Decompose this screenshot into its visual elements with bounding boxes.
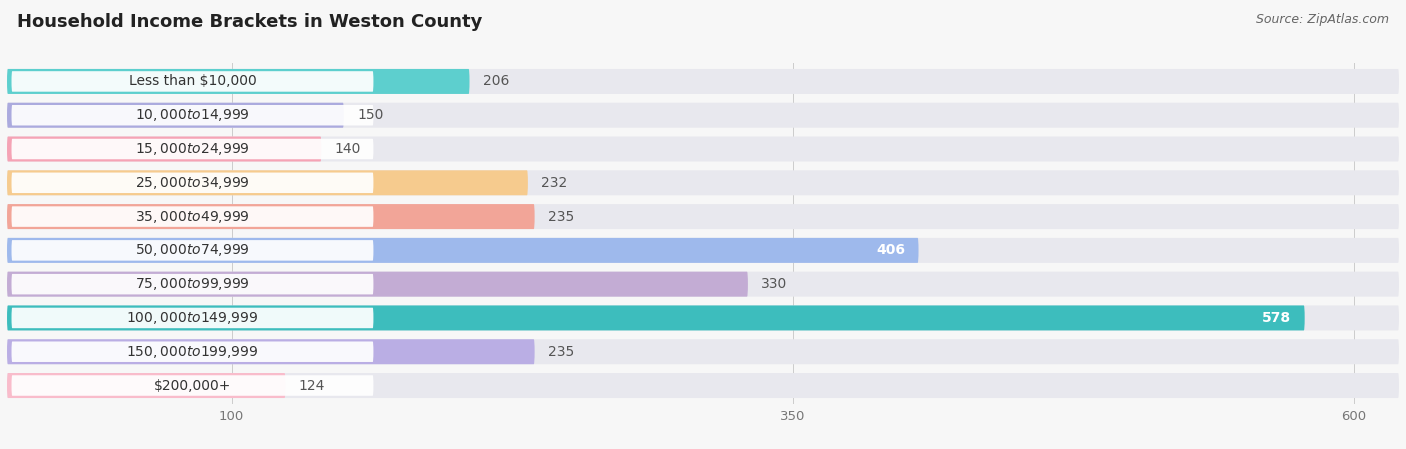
FancyBboxPatch shape — [7, 272, 1399, 297]
Text: $35,000 to $49,999: $35,000 to $49,999 — [135, 209, 250, 224]
FancyBboxPatch shape — [7, 373, 1399, 398]
Text: $200,000+: $200,000+ — [153, 379, 231, 392]
FancyBboxPatch shape — [11, 342, 374, 362]
FancyBboxPatch shape — [11, 139, 374, 159]
FancyBboxPatch shape — [7, 204, 1399, 229]
FancyBboxPatch shape — [7, 69, 470, 94]
Text: 406: 406 — [876, 243, 905, 257]
Text: $25,000 to $34,999: $25,000 to $34,999 — [135, 175, 250, 191]
Text: 206: 206 — [484, 75, 509, 88]
FancyBboxPatch shape — [7, 373, 285, 398]
FancyBboxPatch shape — [7, 305, 1399, 330]
Text: 235: 235 — [548, 345, 574, 359]
FancyBboxPatch shape — [11, 172, 374, 193]
FancyBboxPatch shape — [7, 339, 534, 364]
FancyBboxPatch shape — [7, 136, 1399, 162]
Text: Less than $10,000: Less than $10,000 — [128, 75, 256, 88]
FancyBboxPatch shape — [11, 375, 374, 396]
FancyBboxPatch shape — [11, 240, 374, 260]
Text: $50,000 to $74,999: $50,000 to $74,999 — [135, 242, 250, 258]
FancyBboxPatch shape — [7, 238, 918, 263]
FancyBboxPatch shape — [7, 136, 322, 162]
Text: $100,000 to $149,999: $100,000 to $149,999 — [127, 310, 259, 326]
Text: $15,000 to $24,999: $15,000 to $24,999 — [135, 141, 250, 157]
FancyBboxPatch shape — [7, 305, 1305, 330]
Text: 124: 124 — [299, 379, 325, 392]
FancyBboxPatch shape — [11, 274, 374, 295]
FancyBboxPatch shape — [7, 204, 534, 229]
Text: 140: 140 — [335, 142, 361, 156]
Text: $150,000 to $199,999: $150,000 to $199,999 — [127, 344, 259, 360]
FancyBboxPatch shape — [7, 170, 527, 195]
FancyBboxPatch shape — [11, 105, 374, 125]
Text: Source: ZipAtlas.com: Source: ZipAtlas.com — [1256, 13, 1389, 26]
Text: 232: 232 — [541, 176, 568, 190]
FancyBboxPatch shape — [11, 207, 374, 227]
Text: 150: 150 — [357, 108, 384, 122]
Text: $10,000 to $14,999: $10,000 to $14,999 — [135, 107, 250, 123]
FancyBboxPatch shape — [7, 238, 1399, 263]
FancyBboxPatch shape — [7, 339, 1399, 364]
Text: 235: 235 — [548, 210, 574, 224]
Text: 330: 330 — [762, 277, 787, 291]
Text: 578: 578 — [1263, 311, 1291, 325]
FancyBboxPatch shape — [11, 71, 374, 92]
FancyBboxPatch shape — [7, 103, 1399, 128]
FancyBboxPatch shape — [7, 170, 1399, 195]
Text: Household Income Brackets in Weston County: Household Income Brackets in Weston Coun… — [17, 13, 482, 31]
Text: $75,000 to $99,999: $75,000 to $99,999 — [135, 276, 250, 292]
FancyBboxPatch shape — [7, 103, 344, 128]
FancyBboxPatch shape — [7, 272, 748, 297]
FancyBboxPatch shape — [7, 69, 1399, 94]
FancyBboxPatch shape — [11, 308, 374, 328]
